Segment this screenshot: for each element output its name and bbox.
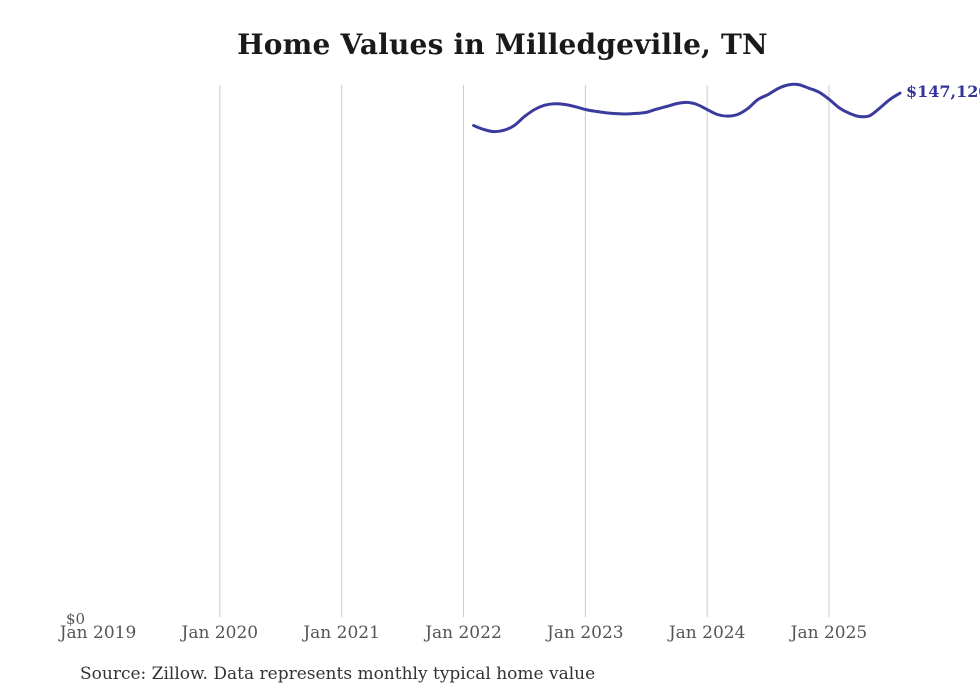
y-axis-zero-label: $0 — [66, 610, 86, 628]
x-axis-tick-label: Jan 2025 — [790, 623, 868, 643]
x-axis-tick-label: Jan 2022 — [425, 623, 502, 643]
x-axis-tick-label: Jan 2024 — [668, 623, 746, 643]
home-value-line — [472, 82, 902, 134]
vertical-gridlines — [219, 85, 830, 617]
chart-title: Home Values in Milledgeville, TN — [237, 28, 768, 61]
x-axis-tick-label: Jan 2019 — [59, 623, 137, 643]
source-note: Source: Zillow. Data represents monthly … — [80, 664, 596, 684]
x-axis-tick-label: Jan 2021 — [303, 623, 380, 643]
x-axis-tick-label: Jan 2023 — [547, 623, 624, 643]
latest-value-label: $147,120 — [906, 82, 980, 102]
x-axis-tick-label: Jan 2020 — [181, 623, 259, 643]
